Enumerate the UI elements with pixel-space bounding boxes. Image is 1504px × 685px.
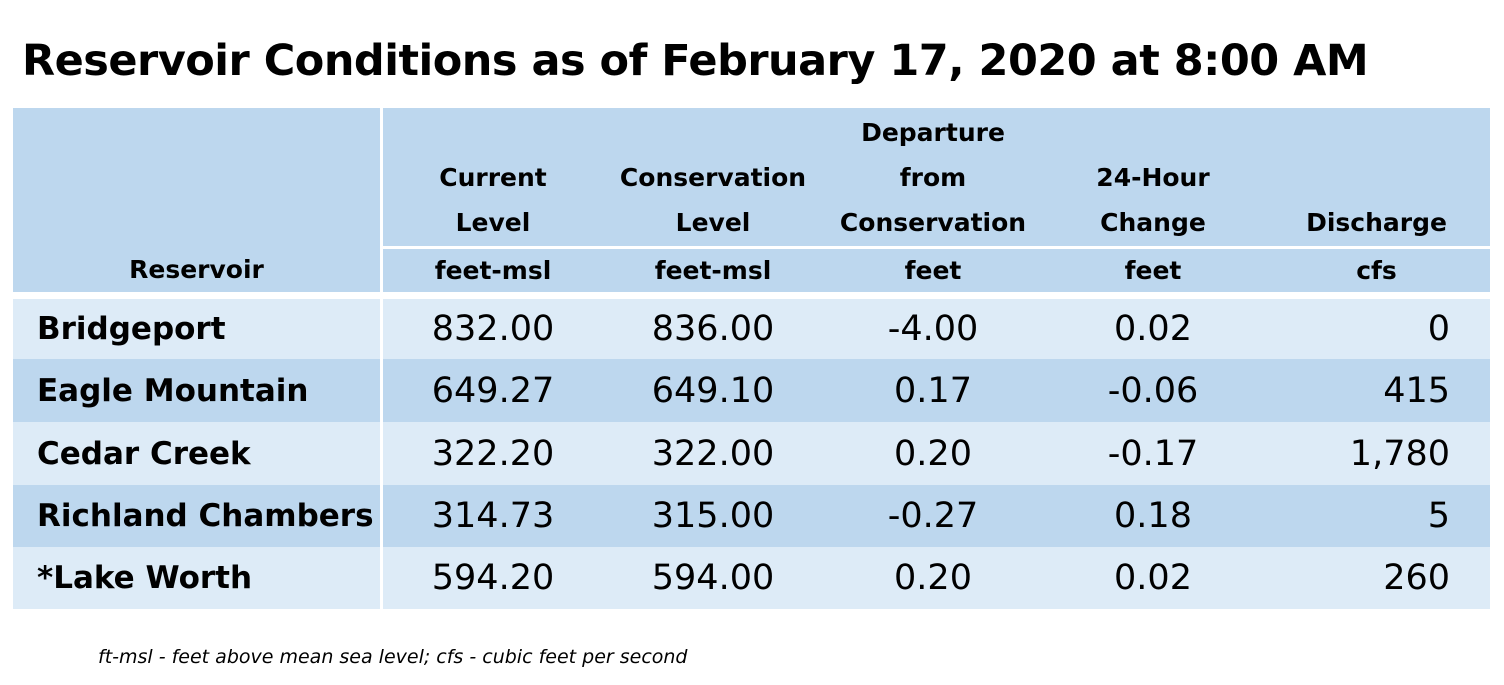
- header-24-hour-change-line1: 24-Hour: [1096, 163, 1210, 192]
- unit-conservation-level: feet-msl: [603, 249, 823, 292]
- row-5-change: 0.02: [1043, 547, 1263, 609]
- header-current-level-line2: Level: [455, 208, 531, 237]
- header-discharge: Discharge: [1263, 108, 1490, 246]
- header-24-hour-change: 24-Hour Change: [1043, 108, 1263, 246]
- row-3-departure: 0.20: [823, 422, 1043, 485]
- row-2-change: -0.06: [1043, 359, 1263, 422]
- row-1-discharge: 0: [1263, 299, 1490, 359]
- header-departure-line2: from: [899, 163, 967, 192]
- row-4-change: 0.18: [1043, 485, 1263, 547]
- row-5-discharge: 260: [1263, 547, 1490, 609]
- row-4-conservation: 315.00: [603, 485, 823, 547]
- page-title: Reservoir Conditions as of February 17, …: [22, 36, 1369, 86]
- header-discharge-line1: Discharge: [1306, 208, 1447, 237]
- row-1-current: 832.00: [383, 299, 603, 359]
- header-current-level: Current Level: [383, 108, 603, 246]
- row-5-departure: 0.20: [823, 547, 1043, 609]
- row-4-current: 314.73: [383, 485, 603, 547]
- row-5-conservation: 594.00: [603, 547, 823, 609]
- row-1-change: 0.02: [1043, 299, 1263, 359]
- reservoir-table: Reservoir Current Level Conservation Lev…: [13, 108, 1490, 609]
- row-2-reservoir: Eagle Mountain: [13, 359, 380, 422]
- row-2-conservation: 649.10: [603, 359, 823, 422]
- footnote: ft-msl - feet above mean sea level; cfs …: [98, 646, 688, 668]
- header-conservation-level-line1: Conservation: [619, 163, 807, 192]
- unit-discharge: cfs: [1263, 249, 1490, 292]
- unit-current-level: feet-msl: [383, 249, 603, 292]
- row-2-discharge: 415: [1263, 359, 1490, 422]
- row-3-discharge: 1,780: [1263, 422, 1490, 485]
- row-3-reservoir: Cedar Creek: [13, 422, 380, 485]
- unit-24-hour-change: feet: [1043, 249, 1263, 292]
- header-departure: Departure from Conservation: [823, 108, 1043, 246]
- row-1-reservoir: Bridgeport: [13, 299, 380, 359]
- header-reservoir: Reservoir: [13, 108, 380, 292]
- row-3-conservation: 322.00: [603, 422, 823, 485]
- header-24-hour-change-line2: Change: [1100, 208, 1206, 237]
- row-5-reservoir: *Lake Worth: [13, 547, 380, 609]
- row-3-change: -0.17: [1043, 422, 1263, 485]
- header-conservation-level: Conservation Level: [603, 108, 823, 246]
- row-5-current: 594.20: [383, 547, 603, 609]
- row-4-discharge: 5: [1263, 485, 1490, 547]
- row-1-departure: -4.00: [823, 299, 1043, 359]
- header-current-level-line1: Current: [439, 163, 547, 192]
- row-4-reservoir: Richland Chambers: [13, 485, 380, 547]
- row-2-departure: 0.17: [823, 359, 1043, 422]
- header-departure-line1: Departure: [861, 118, 1005, 147]
- row-2-current: 649.27: [383, 359, 603, 422]
- header-departure-line3: Conservation: [839, 208, 1027, 237]
- row-1-conservation: 836.00: [603, 299, 823, 359]
- header-conservation-level-line2: Level: [675, 208, 751, 237]
- unit-departure: feet: [823, 249, 1043, 292]
- row-3-current: 322.20: [383, 422, 603, 485]
- row-4-departure: -0.27: [823, 485, 1043, 547]
